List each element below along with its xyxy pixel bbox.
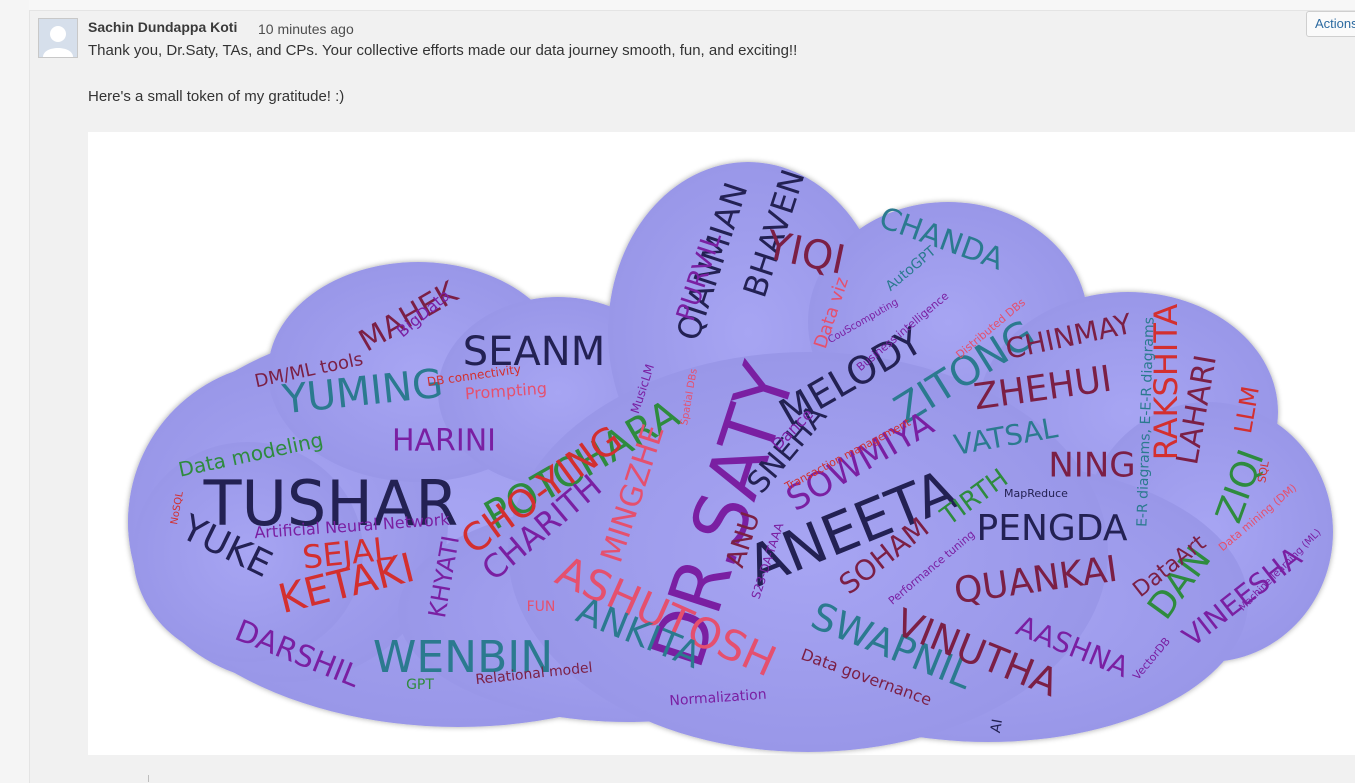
word-cloud-word: PENGDA — [977, 508, 1128, 549]
default-user-icon — [39, 19, 77, 57]
bottom-divider — [148, 775, 149, 782]
actions-button[interactable]: Actions — [1306, 11, 1355, 37]
message-line-1: Thank you, Dr.Saty, TAs, and CPs. Your c… — [88, 42, 798, 59]
discussion-post: Sachin Dundappa Koti 10 minutes ago Acti… — [29, 10, 1355, 783]
word-cloud-word: SQL — [1255, 459, 1272, 484]
word-cloud-word: Normalization — [669, 687, 767, 710]
avatar[interactable] — [38, 18, 78, 58]
word-cloud-word: MapReduce — [1004, 487, 1068, 500]
word-cloud-image[interactable]: DR.SATY TUSHAR ANEETA POTCHARA ASHUTOSH WENBI… — [88, 132, 1355, 755]
word-cloud-word: NING — [1048, 446, 1135, 486]
word-cloud-word: E-R diagrams, E-E-R diagrams — [1134, 317, 1157, 527]
word-cloud-word: HARINI — [392, 424, 496, 459]
word-cloud-word: RAKSHITA — [1147, 304, 1185, 461]
message-line-2: Here's a small token of my gratitude! :) — [88, 88, 345, 105]
author-name[interactable]: Sachin Dundappa Koti — [88, 19, 238, 35]
cloud-shape — [128, 162, 1333, 752]
word-cloud-word: GPT — [406, 677, 434, 693]
word-cloud-word: FUN — [527, 599, 556, 615]
word-cloud-word: SEANM — [463, 329, 605, 375]
word-cloud-word: WENBIN — [373, 632, 553, 683]
post-timestamp: 10 minutes ago — [258, 21, 354, 37]
word-cloud-word: AI — [988, 718, 1006, 734]
top-strip — [0, 0, 1355, 10]
left-gutter — [0, 0, 29, 782]
word-cloud-word: TUSHAR — [203, 467, 459, 540]
word-cloud-word: SEJAL — [300, 529, 393, 576]
